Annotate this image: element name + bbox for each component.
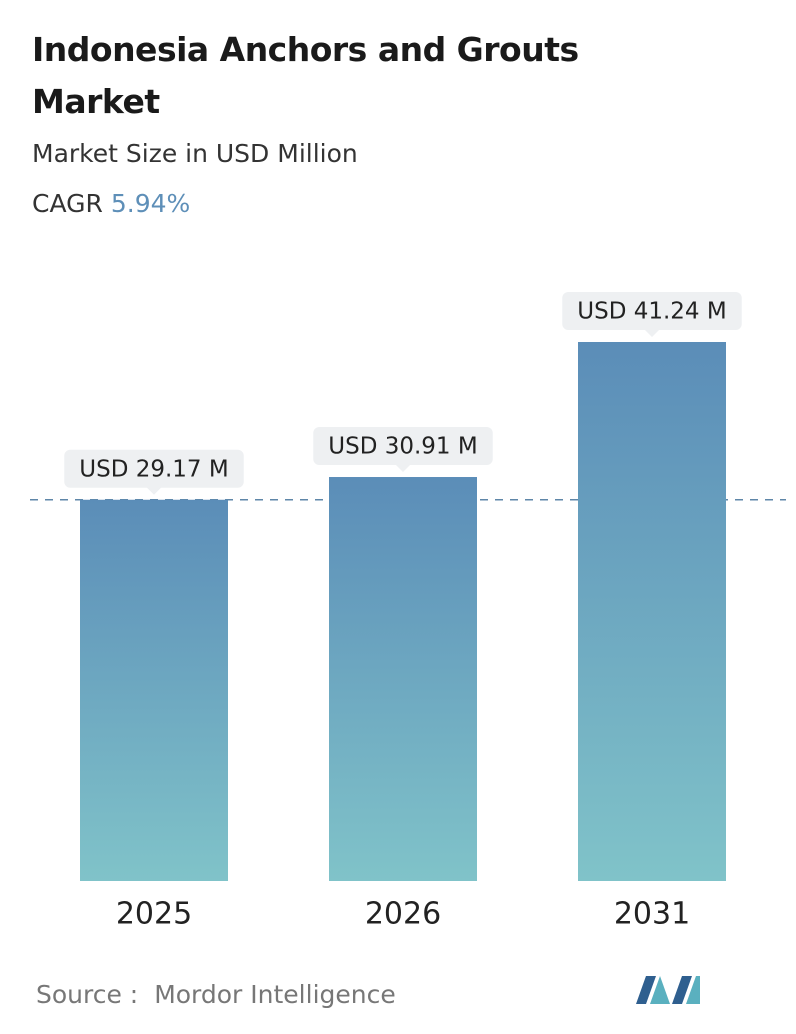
value-label: USD 29.17 M (79, 456, 228, 482)
callout-box (562, 292, 742, 330)
chart-title: Indonesia Anchors and Grouts Market (32, 30, 579, 121)
bar (578, 342, 726, 881)
cagr-label: CAGR (32, 189, 103, 218)
callout-pointer (395, 464, 411, 473)
value-label: USD 30.91 M (328, 434, 477, 460)
source: Source : Mordor Intelligence (36, 980, 396, 1009)
value-callout: USD 29.17 M (64, 449, 244, 495)
cagr: CAGR 5.94% (32, 189, 190, 218)
cagr-value: 5.94% (110, 189, 191, 218)
value-label: USD 41.24 M (577, 299, 726, 325)
bar (329, 477, 477, 881)
source-label: Source : (36, 980, 139, 1009)
chart-subtitle: Market Size in USD Million (32, 139, 358, 168)
x-tick-label: 2025 (116, 897, 192, 932)
callout-pointer (644, 329, 660, 337)
value-callout: USD 30.91 M (313, 427, 493, 473)
value-callout: USD 41.24 M (562, 292, 742, 337)
callout-pointer (146, 486, 162, 495)
callout-box (64, 449, 244, 488)
logo (636, 976, 700, 1004)
callout-box (313, 427, 493, 466)
source-name: Mordor Intelligence (154, 980, 396, 1009)
x-tick-label: 2026 (365, 897, 441, 932)
bar (80, 499, 228, 881)
x-tick-label: 2031 (614, 897, 690, 932)
